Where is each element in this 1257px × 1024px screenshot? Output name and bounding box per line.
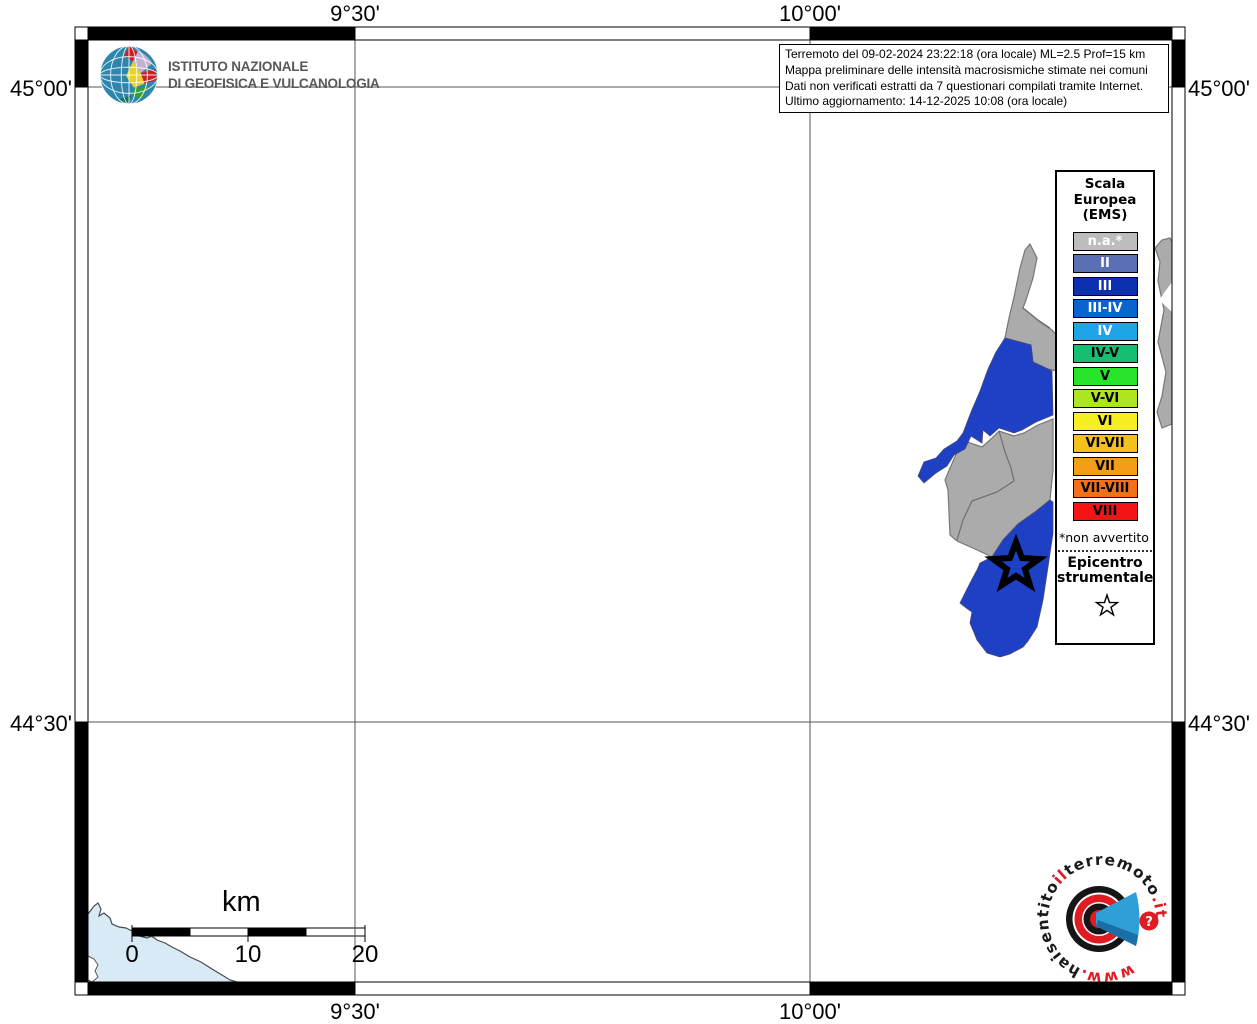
legend-swatch-label: VII — [1095, 458, 1115, 474]
earthquake-info-box: Terremoto del 09-02-2024 23:22:18 (ora l… — [779, 44, 1169, 114]
municipality-polygon-east-na — [1154, 237, 1173, 429]
municipal-boundary — [1022, 307, 1051, 329]
coord-label-bottom-1: 9°30' — [330, 999, 380, 1024]
legend-epicenter-line1: Epicentro — [1067, 554, 1143, 571]
coastline — [87, 902, 238, 983]
legend-swatch-label: VI — [1097, 413, 1113, 429]
municipal-boundary — [956, 480, 1015, 541]
legend-swatch-vi: VI — [1072, 411, 1138, 431]
legend-swatch-v: V — [1072, 366, 1138, 386]
coord-label-top-1: 9°30' — [330, 1, 380, 26]
legend-swatch-viii: VIII — [1072, 501, 1138, 521]
ingv-name-line2: DI GEOFISICA E VULCANOLOGIA — [168, 76, 380, 91]
scale-bar-tick-0: 0 — [125, 941, 139, 968]
legend-swatch-label: V — [1099, 368, 1111, 384]
legend-title-line: Scala — [1084, 176, 1126, 192]
municipal-boundary — [998, 430, 1015, 482]
legend-swatch-label: VIII — [1092, 503, 1118, 519]
map-frame — [74, 26, 1186, 996]
legend-swatch-iii-iv: III-IV — [1072, 299, 1138, 318]
scale-bar — [131, 925, 366, 942]
legend-epicenter-line2: strumentale — [1057, 569, 1154, 586]
question-mark: ? — [1145, 915, 1153, 930]
legend-swatch-label: III-IV — [1087, 301, 1123, 316]
scale-bar-unit: km — [222, 886, 261, 918]
info-line-data-source: Dati non verificati estratti da 7 questi… — [785, 78, 1144, 93]
info-line-map-desc: Mappa preliminare delle intensità macros… — [785, 62, 1148, 77]
scale-bar-tick-10: 10 — [234, 941, 262, 968]
municipality-polygon-northwest-felt — [917, 337, 1054, 484]
ingv-logo: ISTITUTO NAZIONALE DI GEOFISICA E VULCAN… — [98, 44, 380, 106]
legend-swatch-vi-vii: VI-VII — [1072, 434, 1138, 453]
legend-swatch-label: II — [1100, 256, 1110, 271]
legend-swatch-vii-viii: VII-VIII — [1072, 479, 1138, 498]
legend-swatch-label: VII-VIII — [1080, 481, 1130, 496]
info-line-updated: Ultimo aggiornamento: 14-12-2025 10:08 (… — [785, 94, 1068, 109]
legend-swatch-label: n.a.* — [1087, 233, 1123, 249]
municipality-polygon-north-na — [1004, 242, 1058, 372]
municipality-east-notch — [1159, 282, 1172, 312]
intensity-legend: Scala Europea (EMS) n.a.* II III III-IV … — [1055, 170, 1155, 645]
coord-label-right-2: 44°30' — [1188, 711, 1250, 736]
legend-footnote: *non avvertito — [1059, 529, 1149, 545]
legend-title-line: Europea — [1073, 191, 1137, 208]
legend-swatch-label: III — [1097, 278, 1113, 294]
epicenter-star-icon — [984, 533, 1048, 592]
coord-label-right-1: 45°00' — [1188, 76, 1250, 101]
coast-inlet — [87, 955, 99, 983]
speech-cone-shadow — [1096, 920, 1138, 946]
ingv-name-line1: ISTITUTO NAZIONALE — [168, 59, 309, 74]
legend-swatch-vii: VII — [1072, 456, 1138, 476]
coord-label-bottom-2: 10°00' — [779, 999, 841, 1024]
legend-swatch-label: VI-VII — [1085, 436, 1125, 451]
legend-divider — [1058, 549, 1152, 552]
legend-epicenter-star-icon — [1094, 592, 1120, 617]
scale-bar-tick-20: 20 — [351, 941, 379, 968]
legend-swatch-na: n.a.* — [1072, 231, 1138, 251]
legend-swatch-ii: II — [1072, 254, 1138, 273]
municipality-layer — [917, 237, 1173, 658]
question-badge — [1139, 911, 1159, 931]
legend-swatch-iv-v: IV-V — [1072, 344, 1138, 363]
legend-swatch-v-vi: V-VI — [1072, 389, 1138, 408]
legend-swatch-iii: III — [1072, 276, 1138, 296]
coord-label-left-1: 45°00' — [10, 76, 72, 101]
legend-swatch-label: IV-V — [1090, 346, 1120, 361]
info-line-event: Terremoto del 09-02-2024 23:22:18 (ora l… — [785, 47, 1146, 61]
coord-label-left-2: 44°30' — [10, 711, 72, 736]
legend-swatch-label: V-VI — [1090, 391, 1120, 406]
legend-swatch-label: IV — [1097, 323, 1113, 339]
ingv-globe-icon — [99, 45, 159, 105]
legend-swatch-iv: IV — [1072, 321, 1138, 341]
coord-label-top-2: 10°00' — [779, 1, 841, 26]
haisentitoilterremoto-logo: ? www.haisentitoilterremoto.it — [1034, 851, 1169, 988]
legend-title-line: (EMS) — [1082, 207, 1128, 223]
